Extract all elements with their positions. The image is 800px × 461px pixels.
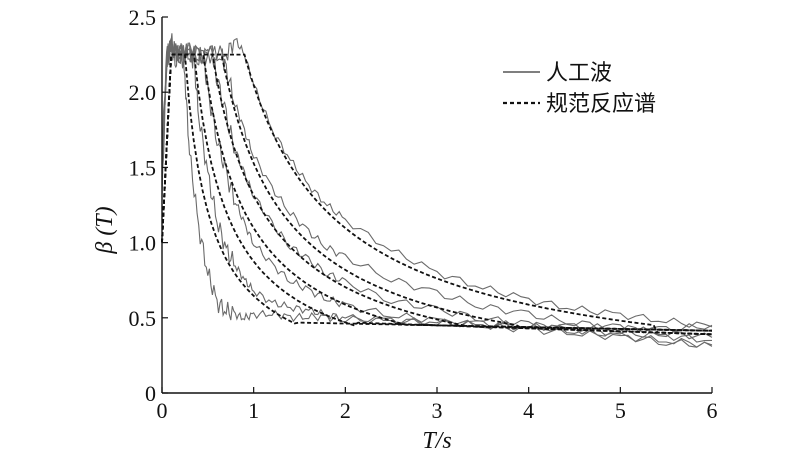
legend-label-artificial-wave: 人工波 [546,61,612,86]
artificial-wave-line-6 [161,37,713,328]
x-tick-label: 2 [340,398,351,423]
artificial-wave-line-3 [161,38,713,348]
x-tick-label: 5 [615,398,626,423]
x-tick-label: 4 [523,398,534,423]
artificial-wave-line-5 [161,44,713,340]
design-spectrum-line-6 [161,53,713,336]
design-spectrum-line-4 [161,53,713,336]
y-tick-label: 1.5 [129,155,157,180]
y-tick-label: 2.0 [129,80,157,105]
y-tick-label: 2.5 [129,5,157,30]
y-tick-label: 0 [145,381,156,406]
x-tick-label: 0 [157,398,168,423]
design-spectrum-line-5 [161,53,712,332]
legend: 人工波 规范反应谱 [503,61,656,117]
y-axis-title: β (T) [92,206,118,254]
axes: 0 1 2 3 4 5 6 0 0.5 1.0 1.5 2.0 2.5 [129,5,718,423]
y-tick-label: 1.0 [129,231,157,256]
artificial-wave-line-1 [161,33,713,334]
x-tick-label: 6 [707,398,718,423]
design-spectrum-line-3 [161,53,712,332]
artificial-wave-line-4 [161,41,713,348]
legend-label-design-spectrum: 规范反应谱 [546,92,656,117]
x-axis-title: T/s [422,428,451,454]
x-tick-label: 1 [248,398,259,423]
plot-area [161,33,713,348]
x-tick-label: 3 [432,398,443,423]
y-tick-label: 0.5 [129,306,157,331]
artificial-wave-line-2 [161,41,713,343]
